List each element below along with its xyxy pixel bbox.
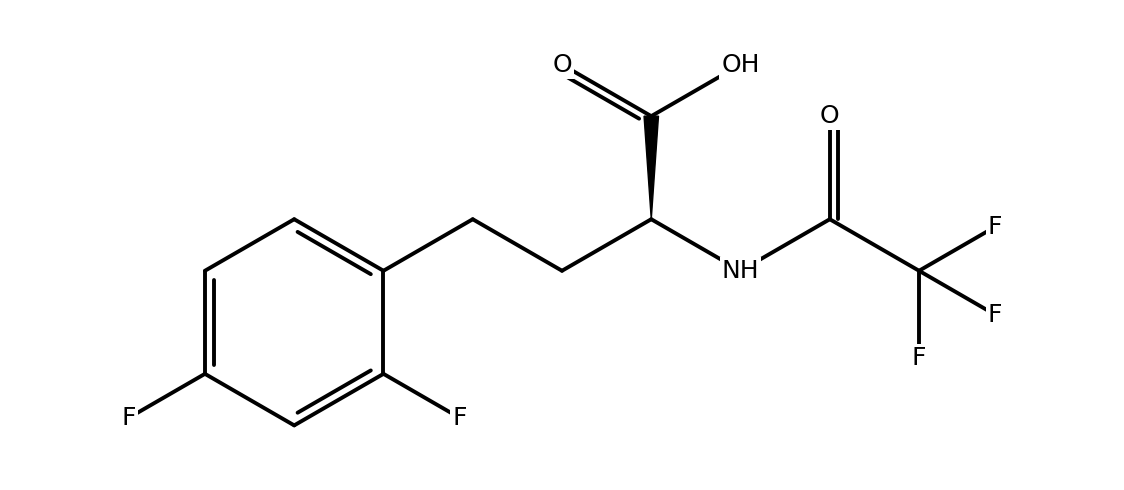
Text: F: F [121, 406, 136, 430]
Text: NH: NH [722, 259, 760, 283]
Text: F: F [988, 215, 1003, 239]
Polygon shape [644, 116, 659, 219]
Text: OH: OH [722, 52, 760, 76]
Text: O: O [552, 52, 572, 76]
Text: F: F [452, 406, 466, 430]
Text: O: O [821, 104, 840, 128]
Text: F: F [912, 346, 926, 370]
Text: F: F [988, 302, 1003, 326]
